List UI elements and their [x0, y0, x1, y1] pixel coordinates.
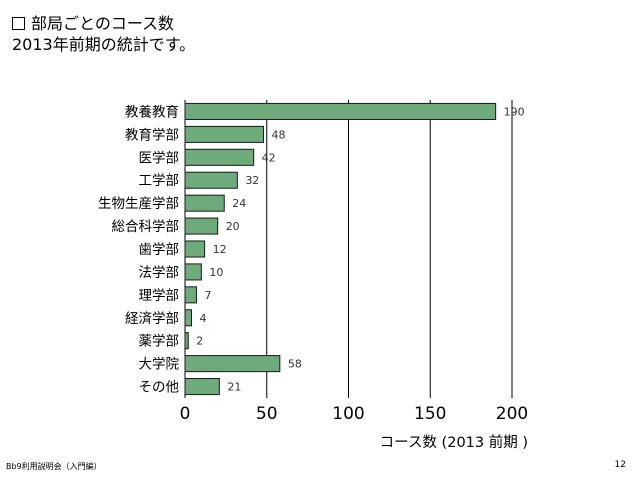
x-tick-label: 200 [496, 404, 528, 424]
category-label: 大学院 [139, 357, 180, 373]
page-number: 12 [614, 460, 626, 470]
category-label: 理学部 [139, 288, 180, 304]
x-tick-label: 50 [256, 404, 278, 424]
value-label: 42 [262, 151, 276, 164]
bar [184, 125, 264, 143]
category-label: 薬学部 [139, 334, 180, 350]
heading-line-2: 2013年前期の統計です。 [12, 35, 196, 54]
category-label: 工学部 [139, 173, 180, 189]
x-tick-label: 0 [180, 404, 191, 424]
bar [184, 217, 219, 235]
category-label: 教育学部 [125, 127, 179, 143]
value-label: 2 [196, 335, 203, 348]
x-tick-label: 150 [414, 404, 446, 424]
bar [184, 378, 220, 396]
category-label: 経済学部 [125, 311, 179, 327]
x-tick-label: 100 [332, 404, 364, 424]
category-label: 歯学部 [139, 242, 180, 258]
bar [184, 286, 197, 304]
bar [184, 263, 202, 281]
footer-text: Bb9利用説明会（入門編） [6, 462, 102, 471]
bar [184, 171, 238, 189]
x-axis-label: コース数 (2013 前期 ) [380, 434, 528, 451]
category-labels: 教養教育教育学部医学部工学部生物生産学部総合科学部歯学部法学部理学部経済学部薬学… [98, 103, 179, 395]
category-label: 医学部 [139, 150, 180, 166]
value-label: 190 [504, 105, 525, 118]
category-label: その他 [139, 380, 180, 396]
value-label: 12 [213, 243, 227, 256]
category-label: 総合科学部 [112, 219, 180, 235]
value-label: 32 [245, 174, 259, 187]
category-label: 教養教育 [125, 103, 179, 120]
value-label: 10 [209, 266, 223, 279]
value-label: 20 [226, 220, 240, 233]
bar [184, 148, 255, 166]
bar [184, 194, 225, 212]
slide-heading: 部局ごとのコース数 2013年前期の統計です。 [12, 13, 195, 55]
bar [184, 355, 281, 373]
bar [184, 332, 189, 350]
checkbox-icon [12, 17, 25, 30]
value-label: 48 [271, 128, 285, 141]
value-label: 7 [204, 289, 211, 302]
bar [184, 240, 206, 258]
bars [184, 102, 497, 396]
heading-title: 部局ごとのコース数 [31, 14, 175, 33]
category-label: 生物生産学部 [98, 196, 179, 212]
heading-line-1: 部局ごとのコース数 [12, 13, 195, 34]
value-label: 58 [288, 358, 302, 371]
value-label: 21 [227, 381, 241, 394]
grid-lines [184, 100, 513, 398]
value-label: 24 [232, 197, 246, 210]
category-label: 法学部 [139, 265, 180, 281]
bar [184, 309, 193, 327]
x-tick-labels: 0 50 100 150 200 [180, 404, 529, 424]
bar [184, 102, 497, 120]
value-label: 4 [200, 312, 207, 325]
